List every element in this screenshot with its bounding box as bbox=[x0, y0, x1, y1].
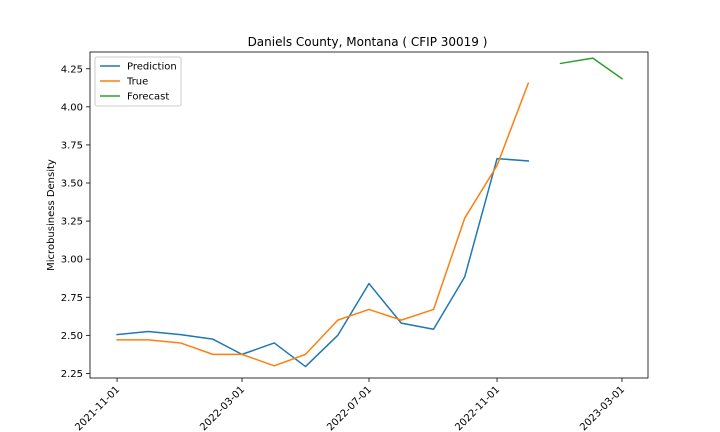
legend-label-forecast: Forecast bbox=[127, 92, 169, 103]
series-line-forecast bbox=[559, 57, 624, 80]
x-tick-label: 2022-07-01 bbox=[325, 384, 374, 432]
x-tick-label: 2023-03-01 bbox=[578, 384, 627, 432]
legend-label-prediction: Prediction bbox=[127, 62, 177, 73]
x-tick-label: 2021-11-01 bbox=[73, 384, 122, 432]
y-tick-label: 3.00 bbox=[61, 255, 83, 266]
series-line-true bbox=[116, 82, 530, 367]
x-axis: 2021-11-01 2022-03-01 2022-07-01 2022-11-01… bbox=[73, 378, 627, 432]
x-tick-label: 2022-03-01 bbox=[198, 384, 247, 432]
y-tick-label: 2.75 bbox=[61, 293, 83, 304]
y-tick-label: 3.75 bbox=[61, 140, 83, 151]
legend: Prediction True Forecast bbox=[94, 56, 182, 107]
y-tick-label: 3.50 bbox=[61, 179, 83, 190]
legend-box bbox=[94, 56, 182, 107]
chart-title: Daniels County, Montana ( CFIP 30019 ) bbox=[248, 35, 488, 49]
plot-frame bbox=[89, 51, 649, 379]
series-line-prediction bbox=[116, 157, 530, 368]
y-tick-label: 2.25 bbox=[61, 369, 83, 380]
y-axis: 2.25 2.50 2.75 3.00 3.25 3.50 3.75 4.00 4.25 bbox=[61, 64, 90, 380]
y-axis-label: Microbusiness Density bbox=[46, 159, 57, 271]
x-tick-label: 2022-11-01 bbox=[453, 384, 502, 432]
legend-label-true: True bbox=[126, 77, 148, 88]
y-tick-label: 4.25 bbox=[61, 64, 83, 75]
y-tick-label: 3.25 bbox=[61, 217, 83, 228]
y-tick-label: 4.00 bbox=[61, 102, 83, 113]
series-layer bbox=[116, 57, 624, 368]
y-tick-label: 2.50 bbox=[61, 331, 83, 342]
